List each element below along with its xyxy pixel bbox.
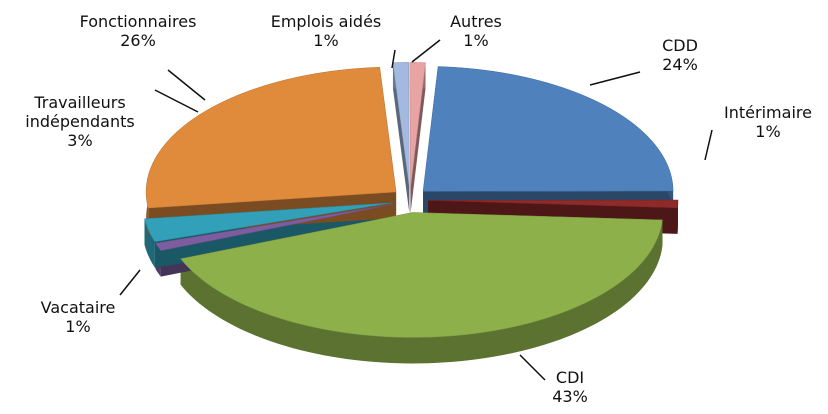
leader-line xyxy=(154,89,199,113)
category-name: Fonctionnaires xyxy=(79,12,197,31)
slice xyxy=(409,62,426,188)
leader-line xyxy=(519,354,546,381)
category-name: CDI xyxy=(555,368,585,387)
slice-side xyxy=(180,219,663,364)
percent-label: 1% xyxy=(313,31,339,50)
slice-side xyxy=(144,218,155,268)
slice-label: Autres 1% xyxy=(406,12,546,50)
slice-label: Travailleurs indépendants 3% xyxy=(10,93,150,150)
category-name: Emplois aidés xyxy=(270,12,382,31)
percent-label: 26% xyxy=(120,31,156,50)
slice xyxy=(155,204,394,251)
category-name: Vacataire xyxy=(40,298,116,317)
category-name: Travailleurs indépendants xyxy=(25,93,135,131)
leader-line xyxy=(704,129,713,161)
leader-line xyxy=(589,71,641,86)
slice xyxy=(145,67,397,209)
category-name: Autres xyxy=(450,12,502,31)
category-name: Intérimaire xyxy=(724,103,812,122)
slice-label: CDI 43% xyxy=(500,368,640,406)
leader-line xyxy=(411,39,441,63)
slice xyxy=(392,62,410,188)
slice-label: Fonctionnaires 26% xyxy=(68,12,208,50)
slice xyxy=(427,199,679,209)
percent-label: 1% xyxy=(463,31,489,50)
percent-label: 1% xyxy=(755,122,781,141)
slice-edge xyxy=(392,62,410,214)
slice-label: Vacataire 1% xyxy=(8,298,148,336)
slice-edge xyxy=(410,62,426,214)
percent-label: 24% xyxy=(662,55,698,74)
percent-label: 43% xyxy=(552,387,588,406)
slice xyxy=(144,202,393,243)
slice-label: Emplois aidés 1% xyxy=(256,12,396,50)
slice xyxy=(180,212,663,338)
leader-line xyxy=(167,69,206,101)
slice-label: Intérimaire 1% xyxy=(698,103,828,141)
leader-line xyxy=(119,269,141,296)
category-name: CDD xyxy=(662,36,698,55)
percent-label: 3% xyxy=(67,131,93,150)
slice xyxy=(422,66,674,192)
percent-label: 1% xyxy=(65,317,91,336)
slice-label: CDD 24% xyxy=(610,36,750,74)
leader-line xyxy=(391,49,396,69)
